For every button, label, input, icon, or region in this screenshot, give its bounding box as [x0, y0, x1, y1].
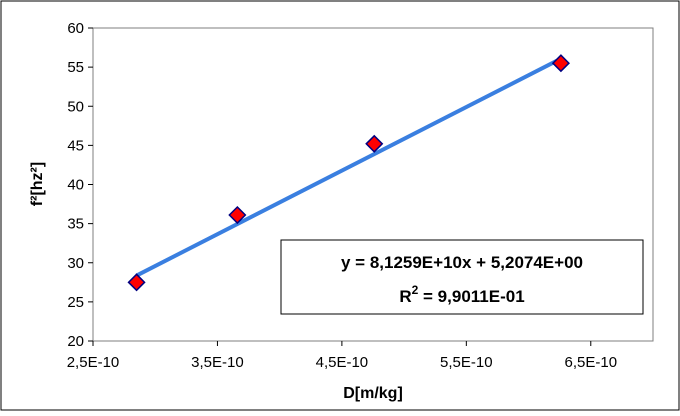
- data-point: [228, 205, 247, 225]
- y-tick-label: 35: [67, 216, 84, 233]
- y-tick-label: 60: [67, 20, 84, 37]
- data-points: [127, 54, 570, 292]
- data-point: [551, 54, 570, 73]
- y-tick-label: 40: [67, 177, 84, 194]
- y-tick-label: 25: [67, 294, 84, 311]
- data-point: [365, 134, 384, 153]
- x-axis-title: D[m/kg]: [343, 385, 403, 402]
- trend-equation: y = 8,1259E+10x + 5,2074E+00: [341, 253, 583, 272]
- x-tick-label: 5,5E-10: [440, 354, 493, 371]
- trendline-group: [135, 56, 562, 278]
- y-tick-label: 55: [67, 59, 84, 76]
- r-squared-exponent: 2: [412, 283, 419, 297]
- y-tick-label: 20: [67, 333, 84, 350]
- r-squared-symbol: R: [399, 287, 411, 306]
- r-squared-label: R2 = 9,9011E-01: [399, 283, 524, 306]
- y-axis-ticks: 20 25 30 35 40 45 50 55 60: [67, 20, 93, 350]
- x-tick-label: 4,5E-10: [316, 354, 369, 371]
- x-tick-label: 3,5E-10: [191, 354, 244, 371]
- data-point: [127, 273, 146, 292]
- equation-box: [280, 239, 644, 315]
- x-tick-label: 2,5E-10: [67, 354, 120, 371]
- trendline: [135, 56, 562, 278]
- y-tick-label: 50: [67, 98, 84, 115]
- x-axis-ticks: 2,5E-10 3,5E-10 4,5E-10 5,5E-10 6,5E-10: [67, 341, 617, 371]
- y-axis-title: f²[hz²]: [29, 162, 46, 206]
- y-tick-label: 45: [67, 137, 84, 154]
- r-squared-value: = 9,9011E-01: [418, 287, 524, 306]
- x-tick-label: 6,5E-10: [565, 354, 618, 371]
- y-tick-label: 30: [67, 255, 84, 272]
